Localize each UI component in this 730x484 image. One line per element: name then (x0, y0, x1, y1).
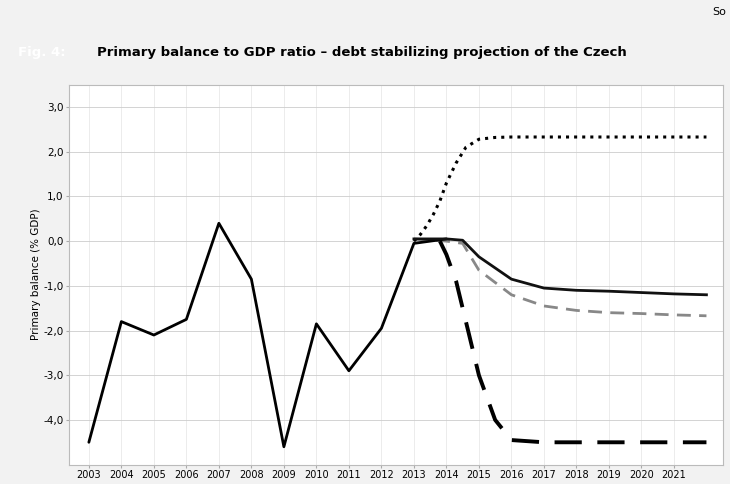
Y-axis label: Primary balance (% GDP): Primary balance (% GDP) (31, 209, 41, 340)
Text: Primary balance to GDP ratio – debt stabilizing projection of the Czech: Primary balance to GDP ratio – debt stab… (97, 45, 626, 59)
Text: So: So (712, 7, 726, 17)
Text: Fig. 4:: Fig. 4: (18, 45, 66, 59)
